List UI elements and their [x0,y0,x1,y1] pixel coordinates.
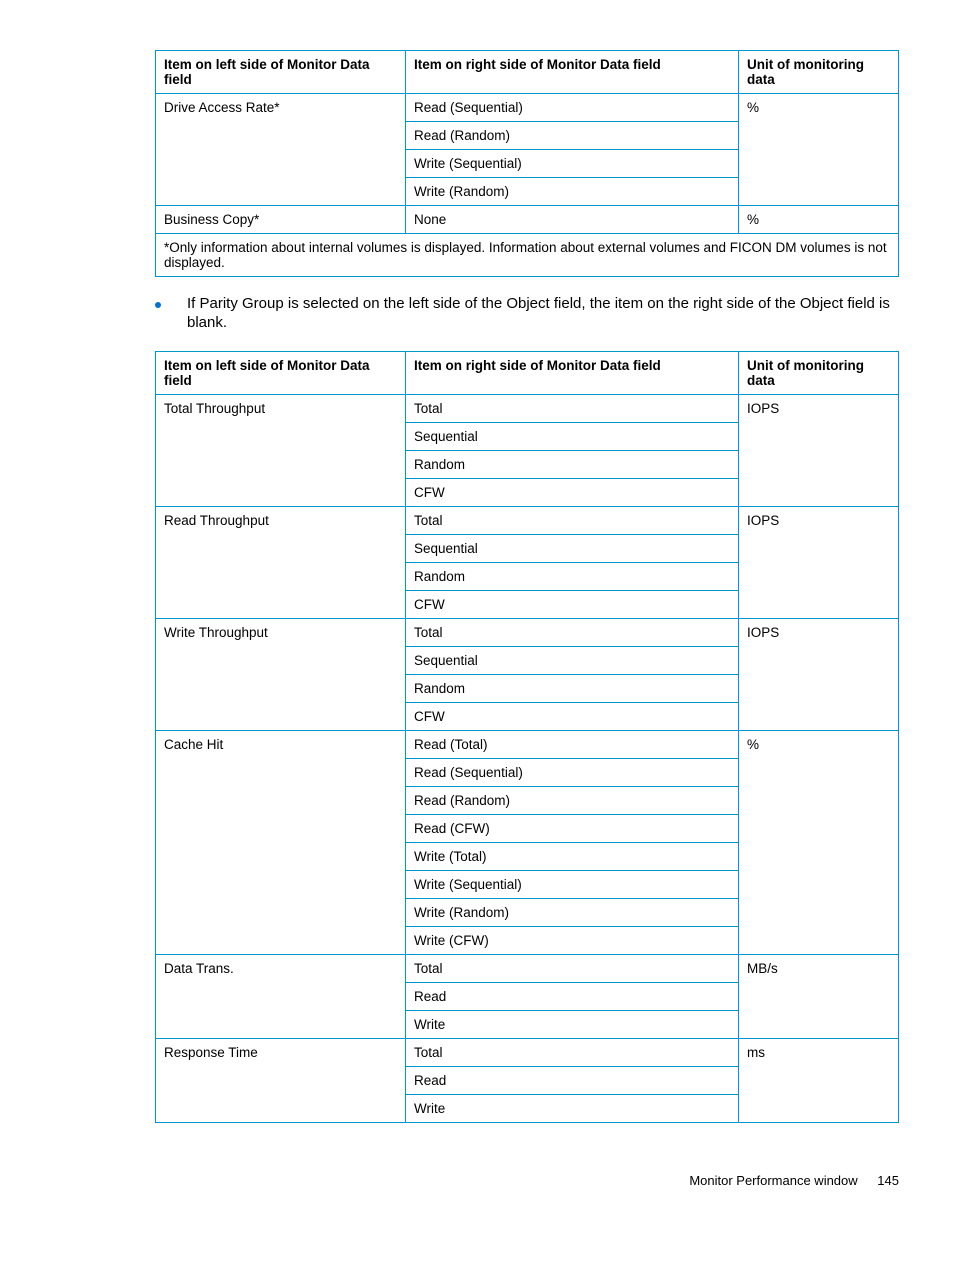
cell-unit: ms [739,1038,899,1122]
cell-mid: Write (Total) [406,842,739,870]
cell-left: Data Trans. [156,954,406,1038]
table-row: Read Throughput Total IOPS [156,506,899,534]
bullet-text: If Parity Group is selected on the left … [187,295,899,333]
bullet-icon [155,302,161,308]
cell-mid: Write (Sequential) [406,150,739,178]
table-monitor-data-1: Item on left side of Monitor Data field … [155,50,899,277]
cell-mid: Write (Sequential) [406,870,739,898]
table-header-row: Item on left side of Monitor Data field … [156,51,899,94]
cell-mid: CFW [406,478,739,506]
cell-mid: Read (Sequential) [406,758,739,786]
footnote-text: *Only information about internal volumes… [156,234,899,277]
cell-unit: % [739,206,899,234]
page-content: Item on left side of Monitor Data field … [55,50,899,1123]
page-footer: Monitor Performance window 145 [55,1173,899,1188]
cell-left: Drive Access Rate* [156,94,406,206]
col-header-right: Unit of monitoring data [739,351,899,394]
cell-mid: Random [406,450,739,478]
col-header-mid: Item on right side of Monitor Data field [406,351,739,394]
cell-unit: % [739,730,899,954]
table-row: Data Trans. Total MB/s [156,954,899,982]
cell-mid: CFW [406,702,739,730]
cell-mid: Write (Random) [406,898,739,926]
cell-left: Business Copy* [156,206,406,234]
table-monitor-data-2: Item on left side of Monitor Data field … [155,351,899,1123]
cell-left: Cache Hit [156,730,406,954]
cell-unit: MB/s [739,954,899,1038]
cell-mid: Total [406,506,739,534]
table-row: Write Throughput Total IOPS [156,618,899,646]
cell-mid: Total [406,618,739,646]
cell-mid: Read (Random) [406,122,739,150]
cell-mid: Read [406,1066,739,1094]
col-header-right: Unit of monitoring data [739,51,899,94]
cell-mid: Read (Random) [406,786,739,814]
cell-left: Write Throughput [156,618,406,730]
cell-mid: Sequential [406,534,739,562]
cell-left: Response Time [156,1038,406,1122]
cell-mid: Write [406,1094,739,1122]
cell-left: Total Throughput [156,394,406,506]
table-row: Total Throughput Total IOPS [156,394,899,422]
cell-mid: Sequential [406,422,739,450]
cell-mid: Total [406,1038,739,1066]
table-footnote-row: *Only information about internal volumes… [156,234,899,277]
table-header-row: Item on left side of Monitor Data field … [156,351,899,394]
cell-unit: IOPS [739,618,899,730]
cell-mid: Random [406,674,739,702]
cell-unit: % [739,94,899,206]
cell-mid: Write [406,1010,739,1038]
cell-mid: Write (CFW) [406,926,739,954]
footer-page-number: 145 [877,1173,899,1188]
table-row: Drive Access Rate* Read (Sequential) % [156,94,899,122]
cell-mid: Total [406,954,739,982]
table-row: Business Copy* None % [156,206,899,234]
col-header-left: Item on left side of Monitor Data field [156,351,406,394]
cell-mid: Write (Random) [406,178,739,206]
cell-mid: None [406,206,739,234]
cell-unit: IOPS [739,394,899,506]
cell-unit: IOPS [739,506,899,618]
cell-mid: Read (Total) [406,730,739,758]
cell-left: Read Throughput [156,506,406,618]
cell-mid: Read [406,982,739,1010]
table-row: Response Time Total ms [156,1038,899,1066]
col-header-left: Item on left side of Monitor Data field [156,51,406,94]
col-header-mid: Item on right side of Monitor Data field [406,51,739,94]
cell-mid: Random [406,562,739,590]
table-row: Cache Hit Read (Total) % [156,730,899,758]
cell-mid: Sequential [406,646,739,674]
footer-title: Monitor Performance window [689,1173,857,1188]
cell-mid: CFW [406,590,739,618]
cell-mid: Read (Sequential) [406,94,739,122]
cell-mid: Read (CFW) [406,814,739,842]
bullet-item: If Parity Group is selected on the left … [155,295,899,333]
cell-mid: Total [406,394,739,422]
